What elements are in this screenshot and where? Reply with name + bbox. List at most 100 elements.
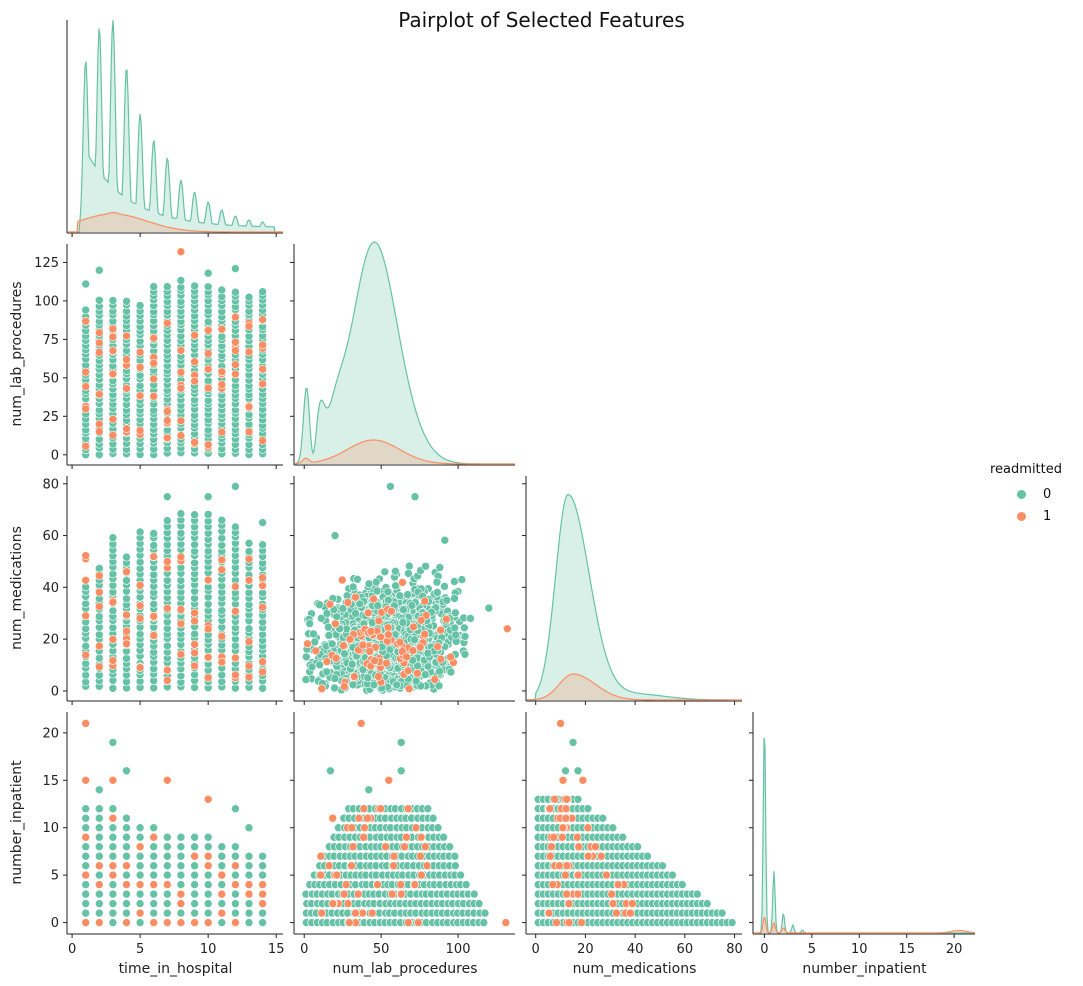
scatter-point bbox=[548, 880, 558, 889]
kde-lab-0-fill bbox=[295, 242, 515, 464]
scatter-point bbox=[432, 588, 442, 597]
scatter-point bbox=[95, 571, 104, 581]
scatter-point bbox=[122, 626, 131, 636]
scatter-point bbox=[163, 842, 172, 852]
scatter-point bbox=[217, 324, 227, 334]
scatter-point bbox=[316, 851, 326, 861]
scatter-point bbox=[359, 804, 369, 814]
scatter-point bbox=[564, 899, 574, 908]
scatter-point bbox=[564, 918, 574, 927]
scatter-point bbox=[81, 861, 90, 871]
scatter-point bbox=[95, 908, 104, 918]
scatter-point bbox=[380, 567, 390, 577]
scatter-point bbox=[408, 646, 418, 655]
scatter-point bbox=[416, 832, 426, 842]
legend-entry-0: 0 bbox=[990, 483, 1062, 505]
scatter-point bbox=[108, 870, 118, 880]
scatter-point bbox=[330, 619, 340, 629]
scatter-point bbox=[420, 670, 430, 679]
scatter-point bbox=[95, 832, 104, 842]
scatter-point bbox=[363, 673, 373, 683]
scatter-point bbox=[163, 870, 172, 880]
scatter-point bbox=[149, 282, 158, 291]
scatter-point bbox=[231, 842, 240, 852]
scatter-point bbox=[328, 813, 338, 823]
scatter-point bbox=[190, 281, 199, 291]
scatter-point bbox=[244, 672, 254, 682]
legend: readmitted 0 1 bbox=[990, 462, 1062, 527]
scatter-point bbox=[95, 662, 104, 672]
scatter-point bbox=[702, 899, 712, 908]
x-tick-label: 100 bbox=[446, 942, 471, 957]
scatter-point bbox=[409, 622, 418, 632]
scatter-point bbox=[258, 861, 267, 871]
scatter-point bbox=[450, 594, 459, 603]
scatter-point bbox=[398, 618, 408, 627]
scatter-point bbox=[389, 861, 398, 871]
scatter-point bbox=[244, 661, 254, 671]
scatter-point bbox=[81, 641, 90, 651]
kde-inp-1-line bbox=[754, 916, 975, 934]
scatter-point bbox=[479, 918, 489, 927]
scatter-point bbox=[433, 642, 442, 651]
scatter-point bbox=[436, 654, 446, 664]
scatter-point bbox=[203, 575, 213, 585]
scatter-point bbox=[315, 660, 325, 670]
scatter-point bbox=[217, 657, 227, 667]
x-tick-label: 15 bbox=[898, 942, 915, 957]
y-tick-label: 50 bbox=[42, 371, 59, 386]
scatter-point bbox=[149, 374, 158, 384]
x-axis-label: num_lab_procedures bbox=[332, 961, 477, 977]
scatter-point bbox=[258, 540, 267, 550]
scatter-point bbox=[108, 851, 118, 861]
scatter-point bbox=[317, 908, 327, 918]
scatter-point bbox=[149, 842, 158, 852]
scatter-point bbox=[135, 918, 145, 927]
scatter-point bbox=[407, 601, 417, 610]
scatter-point bbox=[135, 889, 145, 899]
scatter-point bbox=[81, 441, 90, 451]
scatter-point bbox=[244, 402, 254, 412]
scatter-point bbox=[122, 889, 131, 899]
scatter-point bbox=[363, 608, 373, 618]
scatter-point bbox=[176, 528, 186, 538]
scatter-point bbox=[347, 823, 357, 833]
scatter-point bbox=[441, 614, 451, 624]
scatter-point bbox=[163, 908, 172, 918]
scatter-point bbox=[395, 591, 405, 601]
scatter-point bbox=[365, 647, 375, 656]
scatter-point bbox=[163, 576, 172, 585]
scatter-point bbox=[366, 626, 376, 636]
scatter-point bbox=[324, 631, 334, 640]
scatter-point bbox=[176, 383, 186, 393]
scatter-point bbox=[122, 567, 131, 577]
scatter-point bbox=[203, 510, 213, 519]
scatter-point bbox=[81, 367, 90, 377]
scatter-point bbox=[331, 653, 341, 663]
scatter-point bbox=[602, 870, 611, 880]
scatter-point bbox=[460, 649, 470, 659]
scatter-point bbox=[190, 870, 199, 880]
scatter-point bbox=[203, 899, 213, 908]
scatter-point bbox=[135, 823, 145, 833]
scatter-point bbox=[149, 889, 158, 899]
scatter-point bbox=[244, 918, 254, 927]
scatter-point bbox=[163, 889, 172, 899]
scatter-point bbox=[190, 648, 199, 658]
scatter-point bbox=[203, 652, 213, 662]
scatter-point bbox=[456, 870, 465, 880]
scatter-point bbox=[384, 630, 393, 640]
scatter-point bbox=[108, 430, 118, 440]
scatter-point bbox=[392, 680, 402, 690]
scatter-point bbox=[404, 684, 414, 694]
scatter-point bbox=[217, 380, 227, 389]
scatter-point bbox=[544, 908, 554, 918]
scatter-point bbox=[149, 391, 158, 401]
scatter-point bbox=[457, 575, 467, 584]
scatter-point bbox=[135, 842, 145, 852]
scatter-point bbox=[596, 851, 606, 861]
scatter-point bbox=[340, 649, 349, 659]
scatter-point bbox=[122, 823, 131, 833]
scatter-point bbox=[545, 804, 555, 814]
scatter-point bbox=[387, 889, 397, 899]
